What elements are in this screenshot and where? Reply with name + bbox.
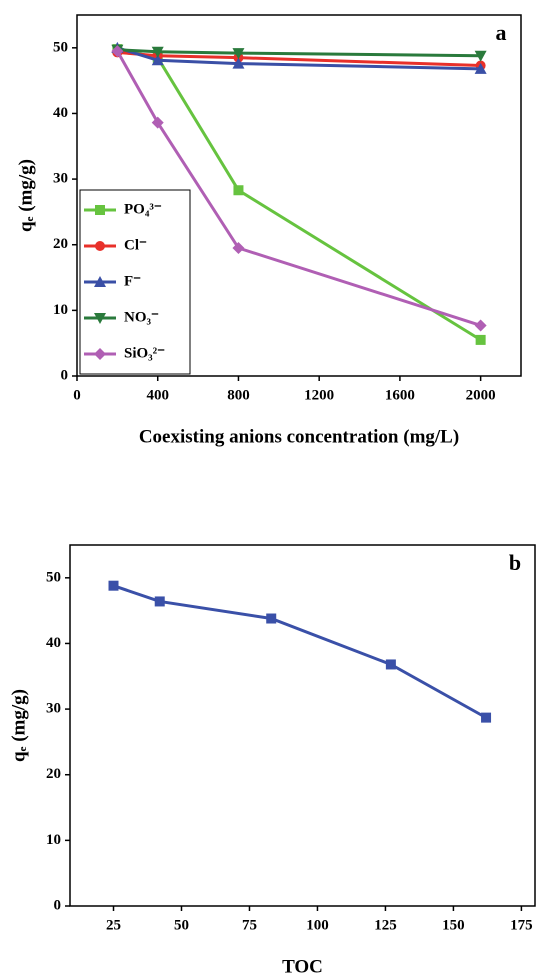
x-tick-label: 100 — [306, 917, 329, 933]
x-tick-label: 800 — [227, 387, 250, 403]
y-tick-label: 10 — [46, 832, 61, 848]
y-tick-label: 30 — [46, 701, 61, 717]
x-tick-label: 25 — [106, 917, 121, 933]
y-tick-label: 0 — [61, 367, 69, 383]
x-tick-label: 50 — [174, 917, 189, 933]
x-tick-label: 2000 — [466, 387, 496, 403]
legend-marker — [94, 348, 106, 360]
legend-label: Cl⁻ — [124, 237, 147, 253]
data-point — [111, 45, 124, 58]
x-tick-label: 1600 — [385, 387, 415, 403]
legend-label: SiO₃²⁻ — [124, 345, 165, 361]
plot-frame — [69, 544, 536, 907]
y-tick-label: 40 — [46, 635, 61, 651]
data-point — [151, 46, 164, 58]
data-point — [232, 242, 245, 255]
y-tick-label: 0 — [54, 897, 62, 913]
data-point — [474, 50, 487, 62]
y-axis-label: qₑ (mg/g) — [8, 689, 29, 762]
data-point — [474, 62, 487, 74]
y-tick-label: 20 — [53, 236, 68, 252]
x-tick-label: 75 — [242, 917, 257, 933]
y-tick-label: 20 — [46, 766, 61, 782]
data-point — [474, 319, 487, 332]
x-tick-label: 1200 — [304, 387, 334, 403]
x-axis-label: Coexisting anions concentration (mg/L) — [139, 426, 459, 447]
plot-frame — [76, 14, 522, 377]
data-point — [233, 185, 244, 196]
data-point — [151, 116, 164, 129]
data-point — [232, 48, 245, 60]
data-point — [385, 659, 396, 670]
legend-label: NO₃⁻ — [124, 309, 159, 325]
x-tick-label: 125 — [374, 917, 397, 933]
data-point — [154, 596, 165, 607]
y-tick-label: 50 — [53, 39, 68, 55]
y-tick-label: 50 — [46, 569, 61, 585]
data-point — [108, 580, 119, 591]
data-point — [266, 613, 277, 624]
x-axis-label: TOC — [282, 956, 323, 973]
data-point — [151, 54, 164, 66]
legend-label: PO₄³⁻ — [124, 201, 162, 217]
x-tick-label: 175 — [510, 917, 533, 933]
legend-marker — [94, 313, 106, 324]
x-tick-label: 150 — [442, 917, 465, 933]
x-tick-label: 400 — [146, 387, 169, 403]
panel-label: b — [509, 550, 521, 575]
x-tick-label: 0 — [73, 387, 81, 403]
y-axis-label: qₑ (mg/g) — [15, 159, 36, 232]
panel-label: a — [496, 20, 507, 45]
legend-label: F⁻ — [124, 273, 141, 289]
y-tick-label: 10 — [53, 302, 68, 318]
data-point — [232, 57, 245, 69]
legend-marker — [94, 276, 106, 287]
legend-marker — [95, 241, 105, 251]
data-point — [475, 334, 486, 345]
legend-marker — [95, 205, 105, 215]
series-line — [116, 46, 481, 71]
y-tick-label: 30 — [53, 171, 68, 187]
series-line — [117, 48, 481, 58]
series-line — [116, 50, 482, 327]
y-tick-label: 40 — [53, 105, 68, 121]
data-point — [481, 712, 492, 723]
series-line — [113, 584, 487, 719]
